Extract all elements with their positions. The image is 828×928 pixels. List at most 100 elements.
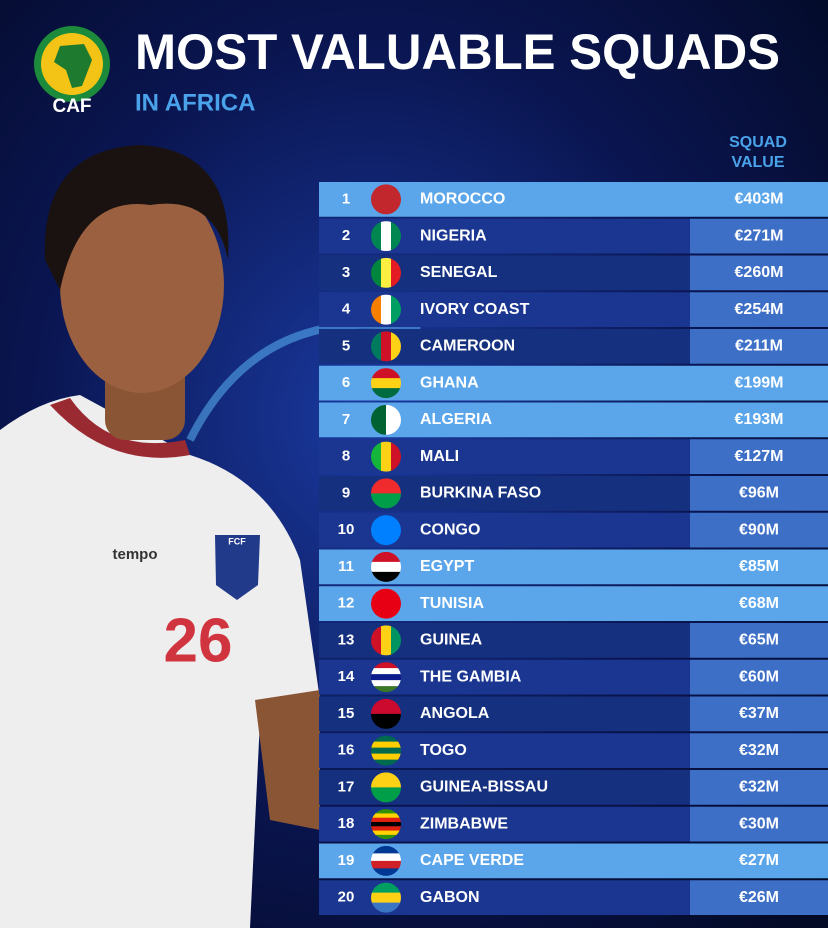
shirt-sponsor: tempo	[113, 546, 158, 563]
flag-stripe	[371, 331, 382, 362]
rank: 14	[338, 668, 355, 685]
rank: 9	[342, 484, 350, 501]
flag-stripe	[371, 221, 382, 252]
table-row: 11 EGYPT €85M	[319, 549, 828, 585]
value-cell-background	[690, 476, 828, 511]
flag-stripe	[371, 902, 401, 913]
value-cell-background	[690, 806, 828, 842]
squad-value: €127M	[735, 448, 784, 465]
flag	[371, 845, 401, 876]
country: SENEGAL	[420, 264, 498, 281]
squad-value: €211M	[735, 338, 783, 355]
squad-value: €68M	[739, 595, 779, 612]
value-cell-background	[690, 439, 828, 474]
table-row: 20 GABON €26M	[319, 880, 828, 915]
row-background	[319, 402, 828, 438]
row-background	[319, 365, 828, 401]
value-cell-background	[690, 329, 828, 364]
country: TUNISIA	[420, 595, 484, 612]
flag-stripe	[371, 834, 401, 840]
table-row: 15 ANGOLA €37M	[319, 696, 828, 732]
table-row: 8 MALI €127M	[319, 439, 828, 474]
table-row: 10 CONGO €90M	[319, 512, 828, 548]
country: TOGO	[420, 742, 467, 759]
squad-value: €65M	[739, 632, 779, 649]
flag-stripe	[371, 868, 401, 876]
flag	[371, 478, 401, 509]
flag-stripe	[371, 882, 401, 894]
flag-stripe	[381, 257, 392, 288]
country: CONGO	[420, 521, 480, 538]
flag-stripe	[371, 378, 401, 389]
table: 1 MOROCCO €403M 2 NIGERIA €271M 3 SENEGAL €260M 4…	[319, 182, 828, 915]
rank: 6	[342, 374, 350, 391]
flag-stripe	[371, 759, 401, 766]
rank: 7	[342, 411, 350, 428]
table-row: 13 GUINEA €65M	[319, 623, 828, 658]
flag	[371, 882, 401, 913]
rank: 18	[338, 815, 355, 832]
squad-value: €37M	[739, 705, 779, 722]
row-background	[319, 549, 828, 585]
rank: 10	[338, 521, 355, 538]
flag-stripe	[391, 441, 401, 472]
flag	[371, 294, 401, 325]
shirt-badge: FCF	[228, 536, 246, 546]
country: NIGERIA	[420, 227, 487, 244]
flag-stripe	[371, 753, 401, 761]
country: ZIMBABWE	[420, 815, 508, 832]
table-row: 5 CAMEROON €211M	[319, 329, 828, 364]
squad-value: €30M	[739, 815, 779, 832]
rank: 19	[338, 852, 355, 869]
flag-stripe	[391, 221, 401, 252]
country: GABON	[420, 889, 480, 906]
table-row: 4 IVORY COAST €254M	[319, 292, 828, 327]
flag-stripe	[371, 686, 401, 693]
rank: 16	[338, 742, 355, 759]
country: GUINEA-BISSAU	[420, 779, 548, 796]
flag-stripe	[371, 515, 401, 546]
flag-stripe	[371, 698, 401, 715]
country: MALI	[420, 448, 459, 465]
table-row: 7 ALGERIA €193M	[319, 402, 828, 438]
squad-value: €193M	[735, 411, 784, 428]
flag	[371, 809, 401, 840]
column-header: VALUE	[731, 154, 784, 171]
value-cell-background	[690, 659, 828, 695]
squad-value: €32M	[739, 742, 779, 759]
squad-value: €260M	[735, 264, 784, 281]
table-row: 17 GUINEA-BISSAU €32M	[319, 770, 828, 805]
squad-value: €199M	[735, 374, 784, 391]
rank: 11	[338, 558, 354, 575]
table-row: 18 ZIMBABWE €30M	[319, 806, 828, 842]
flag-stripe	[371, 713, 401, 729]
flag	[371, 257, 401, 288]
flag	[371, 515, 401, 546]
flag-stripe	[391, 331, 401, 362]
flag-stripe	[371, 294, 382, 325]
flag-stripe	[371, 625, 382, 656]
flag-stripe	[371, 892, 401, 904]
country: BURKINA FASO	[420, 485, 541, 502]
column-header: SQUAD	[729, 134, 787, 151]
flag-stripe	[371, 860, 401, 869]
flag-stripe	[371, 813, 401, 819]
value-cell-background	[690, 623, 828, 658]
squad-value: €60M	[739, 668, 779, 685]
value-cell-background	[690, 512, 828, 548]
row-background	[319, 182, 828, 217]
flag-stripe	[371, 817, 401, 823]
value-cell-background	[690, 770, 828, 805]
rank: 2	[342, 227, 350, 244]
flag-stripe	[371, 668, 401, 675]
flag-stripe	[371, 680, 401, 687]
flag-stripe	[371, 809, 401, 814]
subtitle: IN AFRICA	[135, 89, 255, 116]
flag	[371, 184, 401, 215]
flag-stripe	[371, 561, 401, 573]
table-row: 1 MOROCCO €403M	[319, 182, 828, 217]
flag-stripe	[381, 331, 392, 362]
flag-stripe	[371, 845, 401, 854]
flag-stripe	[371, 821, 401, 827]
value-cell-background	[690, 696, 828, 732]
